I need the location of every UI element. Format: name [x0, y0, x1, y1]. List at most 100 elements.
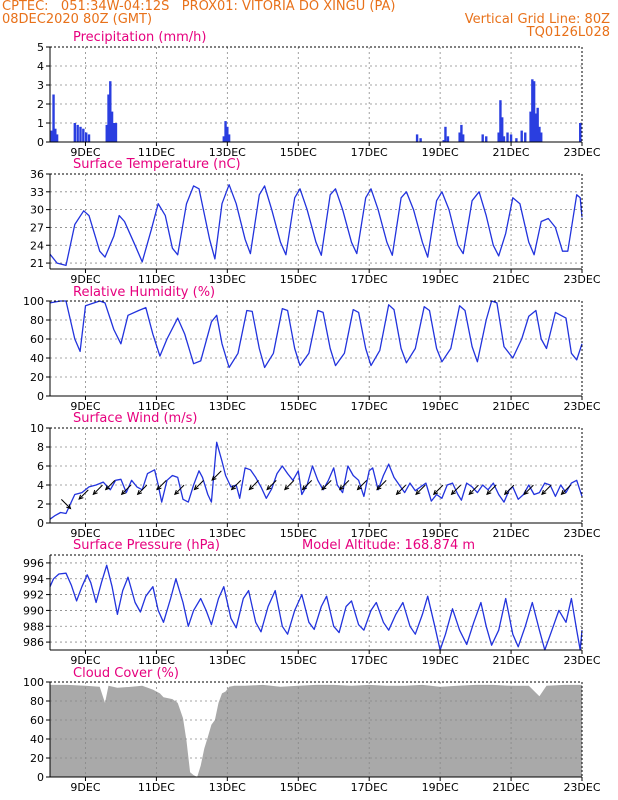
y-tick-label: 36: [30, 168, 44, 181]
header-model-id: TQ0126L028: [526, 25, 610, 40]
panel-3: Relative Humidity (%) 0 20 40 60 80 100 9DEC 11D…: [23, 285, 601, 413]
wind-arrow-shaft: [357, 480, 368, 490]
wind-arrow-head: [248, 485, 254, 491]
wind-arrow-head: [450, 489, 456, 496]
wind-arrow-shaft: [396, 484, 407, 495]
wind-arrow: [248, 480, 259, 491]
cloud-cover-area: [50, 684, 582, 777]
x-tick-label: 17DEC: [351, 273, 388, 286]
wind-arrow-head: [301, 485, 307, 491]
precip-bar: [54, 128, 57, 142]
x-tick-label: 21DEC: [493, 781, 530, 794]
wind-arrow-head: [104, 485, 111, 491]
wind-arrow-shaft: [284, 480, 295, 490]
wind-arrow: [468, 484, 479, 496]
wind-arrow-head: [266, 485, 272, 491]
wind-arrow-shaft: [78, 489, 89, 500]
precip-bar: [415, 134, 419, 142]
precip-bar: [579, 123, 582, 142]
precip-bar: [529, 111, 532, 142]
panel-2: Surface Temperature (nC) 21 24 27 30 33 36 9DEC…: [30, 157, 601, 286]
x-tick-label: 9DEC: [70, 146, 100, 159]
x-tick-label: 19DEC: [422, 654, 459, 667]
x-tick-label: 13DEC: [209, 527, 246, 540]
wind-arrow-head: [156, 485, 162, 491]
wind-arrow-shaft: [248, 480, 259, 490]
x-tick-label: 11DEC: [138, 654, 175, 667]
y-tick-label: 0: [37, 517, 44, 530]
y-tick-label: 0: [37, 771, 44, 784]
wind-arrow-shaft: [121, 484, 132, 495]
precip-bar: [446, 136, 450, 142]
y-tick-label: 40: [30, 733, 44, 746]
y-tick-label: 996: [23, 557, 44, 570]
wind-arrow-shaft: [231, 480, 242, 490]
wind-arrow-shaft: [433, 484, 444, 495]
x-tick-label: 9DEC: [70, 527, 100, 540]
x-tick-label: 19DEC: [422, 400, 459, 413]
precip-bar: [531, 79, 534, 142]
x-tick-label: 23DEC: [563, 400, 600, 413]
y-tick-label: 27: [30, 221, 44, 234]
precip-bar: [460, 124, 463, 142]
panel-6: Cloud Cover (%) 0 20 40 60 80 100 9DEC 11DEC 13DE…: [23, 666, 601, 794]
y-tick-label: 30: [30, 204, 44, 217]
x-tick-label: 9DEC: [70, 400, 100, 413]
y-tick-label: 6: [37, 460, 44, 473]
y-tick-label: 992: [23, 589, 44, 602]
precip-bar: [538, 126, 541, 142]
header-station-line: CPTEC: 051:34W-04:12S PROX01: VITORIA DO…: [2, 0, 396, 14]
y-tick-label: 8: [37, 441, 44, 454]
series-line: [49, 184, 583, 267]
wind-arrow: [156, 480, 167, 491]
wind-arrow-shaft: [174, 484, 185, 495]
precip-bar: [532, 81, 536, 142]
x-tick-label: 23DEC: [563, 654, 600, 667]
wind-arrow: [356, 480, 368, 491]
precip-bar: [52, 94, 55, 142]
precip-bar: [442, 140, 445, 142]
precip-bar: [520, 130, 523, 142]
wind-arrow-head: [120, 489, 127, 496]
x-tick-label: 19DEC: [422, 146, 459, 159]
y-tick-label: 60: [30, 333, 44, 346]
x-tick-label: 23DEC: [563, 781, 600, 794]
x-tick-label: 17DEC: [351, 400, 388, 413]
wind-arrow: [415, 484, 426, 496]
x-tick-label: 17DEC: [351, 146, 388, 159]
series-line: [49, 441, 583, 520]
wind-arrow-shaft: [541, 484, 552, 495]
wind-arrow-head: [560, 489, 566, 496]
x-tick-label: 9DEC: [70, 781, 100, 794]
panel-title: Surface Wind (m/s): [73, 411, 197, 426]
x-tick-label: 13DEC: [209, 400, 246, 413]
wind-arrow-shaft: [523, 484, 534, 495]
x-tick-label: 19DEC: [422, 527, 459, 540]
y-tick-label: 2: [37, 498, 44, 511]
x-tick-label: 19DEC: [422, 273, 459, 286]
precip-bar: [87, 134, 91, 142]
wind-arrow-head: [211, 475, 217, 481]
y-tick-label: 100: [23, 676, 44, 689]
x-tick-label: 15DEC: [280, 527, 317, 540]
x-tick-label: 21DEC: [493, 527, 530, 540]
precip-bar: [458, 132, 461, 142]
y-tick-label: 10: [30, 422, 44, 435]
wind-arrow-head: [523, 489, 529, 496]
wind-arrow-shaft: [415, 484, 426, 495]
y-tick-label: 20: [30, 752, 44, 765]
header-date-line: 08DEC2020 80Z (GMT): [2, 12, 153, 27]
wind-arrow: [321, 480, 332, 491]
wind-arrow-head: [136, 489, 143, 496]
x-tick-label: 23DEC: [563, 527, 600, 540]
wind-arrow: [136, 484, 148, 496]
x-tick-label: 23DEC: [563, 273, 600, 286]
precip-bar: [224, 121, 227, 142]
x-tick-label: 13DEC: [209, 654, 246, 667]
wind-arrow-head: [78, 494, 84, 500]
wind-arrow-shaft: [561, 484, 571, 495]
wind-arrow: [376, 480, 387, 491]
panel-title: Precipitation (mm/h): [73, 30, 206, 45]
precip-bar: [499, 100, 502, 142]
precip-bar: [110, 111, 114, 142]
